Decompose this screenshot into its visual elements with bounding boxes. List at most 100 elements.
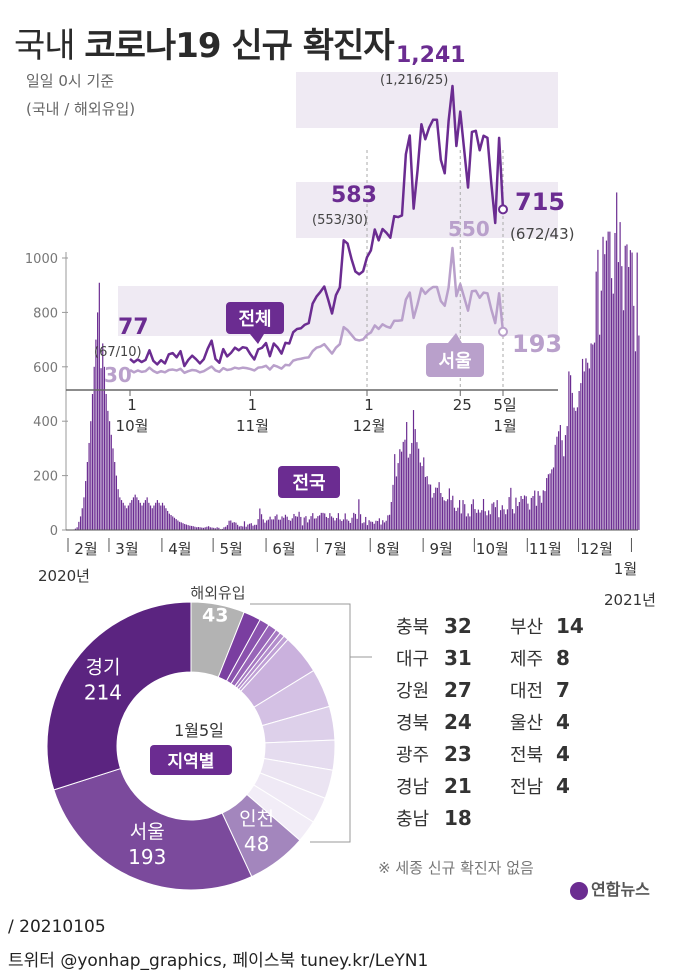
bar — [257, 519, 259, 530]
bar — [602, 236, 604, 530]
bar — [470, 504, 473, 530]
bar — [465, 516, 468, 530]
bar — [291, 518, 293, 530]
month-label: 10월 — [476, 540, 509, 558]
bar — [389, 514, 391, 530]
bar — [85, 481, 87, 530]
region-value: 4 — [556, 742, 570, 766]
region-name: 부산 — [510, 617, 543, 638]
bar — [354, 513, 357, 530]
bar — [380, 524, 382, 530]
bar — [78, 521, 80, 530]
seoul-badge-label: 서울 — [438, 351, 471, 372]
bar — [178, 521, 181, 530]
line-x-axis: 1 10월 1 11월 1 12월 25 5일 1월 — [66, 150, 558, 435]
donut-slice — [46, 601, 192, 791]
bar — [151, 508, 153, 530]
bar — [124, 505, 126, 530]
bar — [332, 517, 334, 530]
bar — [467, 513, 469, 530]
bar — [429, 484, 432, 530]
bar — [440, 493, 442, 530]
bar — [91, 394, 94, 530]
bar — [370, 521, 372, 530]
bar — [593, 342, 596, 530]
bar — [361, 523, 363, 530]
bar — [595, 271, 597, 530]
bar — [462, 500, 464, 530]
bar — [455, 510, 457, 530]
bar — [307, 522, 309, 530]
bar — [520, 496, 522, 530]
bar — [213, 527, 215, 530]
bar — [324, 513, 326, 530]
bar — [414, 429, 416, 530]
line-xtick-label: 1월 — [493, 417, 516, 435]
bar — [472, 499, 474, 530]
bar — [267, 519, 269, 530]
region-name: 충북 — [396, 617, 429, 638]
bar — [385, 520, 387, 530]
bar — [590, 343, 592, 530]
bar — [491, 503, 493, 530]
bar — [167, 510, 169, 530]
bar-ytick-label: 600 — [33, 361, 58, 376]
donut-name-label: 서울 — [130, 821, 165, 843]
bar — [322, 512, 324, 530]
bar — [511, 509, 514, 530]
bar — [199, 527, 201, 530]
logo-icon — [570, 881, 588, 900]
bar — [378, 518, 380, 530]
bar — [168, 513, 170, 530]
bar — [146, 497, 148, 530]
total-mid-label: 583 — [331, 183, 377, 208]
bar — [564, 435, 567, 530]
bar — [242, 526, 244, 530]
bar — [488, 510, 490, 530]
bar — [211, 527, 213, 530]
bar — [289, 520, 292, 530]
bar — [394, 454, 396, 530]
bar — [375, 520, 377, 530]
bar — [122, 502, 124, 530]
bar — [148, 502, 150, 530]
bar — [231, 522, 234, 530]
bar — [158, 502, 160, 530]
bar — [201, 527, 203, 530]
bar — [624, 245, 626, 530]
bar — [339, 519, 341, 530]
region-value: 27 — [444, 678, 472, 702]
bar — [308, 519, 310, 530]
bar — [371, 521, 374, 530]
region-name: 경북 — [396, 713, 429, 734]
region-value: 23 — [444, 742, 472, 766]
bar — [115, 475, 118, 530]
bar — [605, 240, 608, 531]
bar — [353, 512, 355, 530]
bar — [597, 249, 599, 530]
bar — [90, 421, 92, 530]
bar — [583, 371, 585, 530]
bar — [108, 421, 111, 530]
line-xtick-label: 12월 — [353, 417, 386, 435]
total-end-label: 715 — [515, 188, 565, 216]
bar — [537, 491, 539, 530]
page-title: 국내 코로나19 신규 확진자 — [14, 18, 395, 67]
bar — [443, 500, 445, 530]
bar — [216, 527, 218, 530]
bar — [163, 505, 165, 530]
bar — [214, 528, 217, 530]
bar — [552, 467, 555, 530]
bar — [412, 410, 415, 530]
bar — [551, 469, 553, 530]
bar — [527, 503, 529, 530]
bar — [499, 510, 502, 530]
bar — [185, 524, 188, 530]
bar — [612, 293, 614, 530]
region-name: 대전 — [510, 681, 543, 702]
total-peak-label: 1,241 — [396, 43, 466, 68]
bar — [274, 516, 276, 530]
line-xtick-label: 1 — [248, 396, 258, 414]
bar — [546, 478, 548, 530]
bar — [86, 462, 88, 530]
